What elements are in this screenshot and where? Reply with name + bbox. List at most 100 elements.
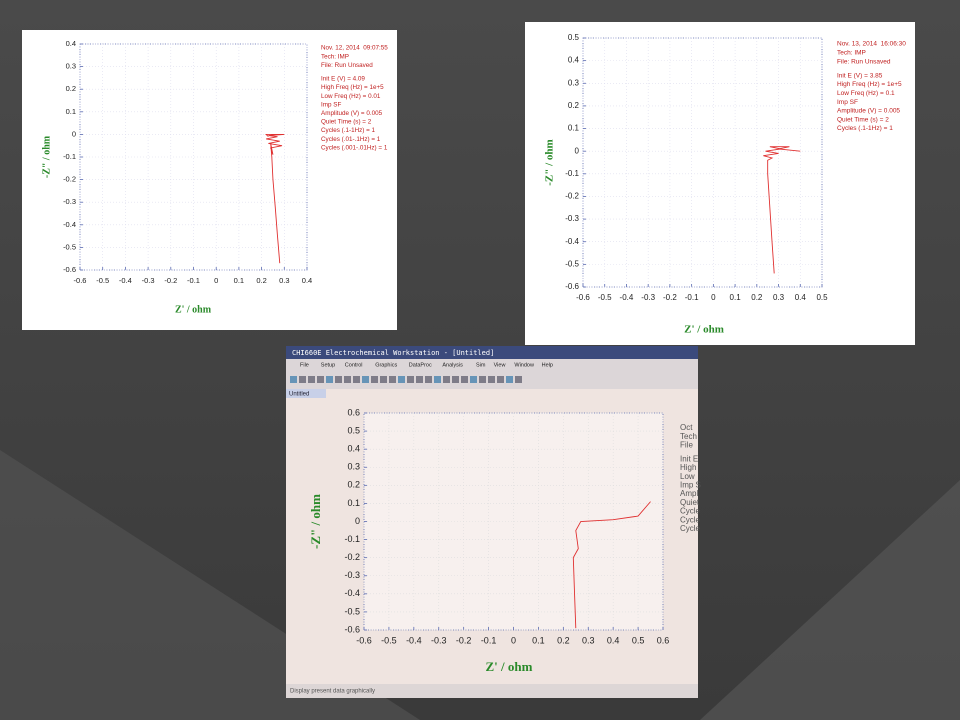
annotation: Quiet	[680, 498, 700, 507]
x-tick-label: 0.4	[607, 635, 620, 645]
y-tick-label: 0.3	[568, 78, 580, 87]
annotation: Ampl	[680, 489, 698, 498]
x-tick-label: 0.3	[582, 635, 595, 645]
tool-button[interactable]	[515, 376, 522, 383]
x-tick-label: -0.6	[576, 293, 590, 302]
tool-button[interactable]	[506, 376, 513, 383]
annotation: Imp S	[680, 481, 701, 490]
y-tick-label: -0.5	[344, 606, 360, 616]
menu-item[interactable]: Setup	[321, 362, 335, 368]
tool-button[interactable]	[335, 376, 342, 383]
y-axis-label: -Z" / ohm	[544, 139, 556, 185]
y-tick-label: -0.5	[565, 259, 579, 268]
x-axis-label: Z' / ohm	[486, 659, 533, 674]
y-tick-label: -0.4	[344, 588, 360, 598]
title-bar	[286, 346, 698, 359]
annotation: Imp SF	[837, 99, 858, 106]
menu-item[interactable]: Control	[345, 362, 363, 368]
menu-item[interactable]: Sim	[476, 362, 486, 368]
y-tick-label: 0.1	[347, 498, 360, 508]
x-tick-label: 0	[214, 276, 218, 285]
y-tick-label: 0.4	[66, 39, 76, 48]
tool-button[interactable]	[389, 376, 396, 383]
annotation: Cycles (.1-1Hz) = 1	[321, 127, 376, 134]
x-tick-label: -0.6	[74, 276, 87, 285]
x-axis-label: Z' / ohm	[684, 324, 724, 336]
y-axis-label: -Z" / ohm	[308, 494, 323, 549]
y-tick-label: -0.2	[344, 552, 360, 562]
tool-button[interactable]	[461, 376, 468, 383]
annotation: Tech: IMP	[837, 50, 866, 57]
tool-button[interactable]	[353, 376, 360, 383]
x-tick-label: 0.1	[730, 293, 742, 302]
tool-button[interactable]	[326, 376, 333, 383]
tool-button[interactable]	[479, 376, 486, 383]
tool-button[interactable]	[443, 376, 450, 383]
menu-item[interactable]: View	[494, 362, 506, 368]
tab[interactable]	[286, 389, 326, 398]
x-axis-label: Z' / ohm	[175, 304, 212, 315]
y-tick-label: -0.1	[63, 152, 76, 161]
x-tick-label: 0.4	[795, 293, 807, 302]
x-tick-label: -0.5	[381, 635, 397, 645]
x-tick-label: 0.2	[751, 293, 763, 302]
x-tick-label: 0	[511, 635, 516, 645]
x-tick-label: -0.1	[481, 635, 497, 645]
tool-button[interactable]	[290, 376, 297, 383]
tool-button[interactable]	[425, 376, 432, 383]
y-tick-label: -0.3	[344, 570, 360, 580]
y-tick-label: 0	[575, 146, 580, 155]
tool-button[interactable]	[380, 376, 387, 383]
tool-button[interactable]	[470, 376, 477, 383]
menu-item[interactable]: DataProc	[409, 362, 432, 368]
tool-button[interactable]	[344, 376, 351, 383]
tab-label[interactable]: Untitled	[289, 392, 309, 398]
decor	[700, 480, 960, 720]
annotation: Low Freq (Hz) = 0.01	[321, 93, 381, 100]
tool-button[interactable]	[398, 376, 405, 383]
x-tick-label: -0.3	[641, 293, 655, 302]
x-tick-label: -0.3	[142, 276, 155, 285]
tool-button[interactable]	[416, 376, 423, 383]
annotation: Cycle	[680, 524, 701, 533]
menu-item[interactable]: Window	[514, 362, 534, 368]
x-tick-label: -0.5	[598, 293, 612, 302]
x-tick-label: -0.5	[96, 276, 109, 285]
x-tick-label: 0.5	[816, 293, 828, 302]
menu-item[interactable]: File	[300, 362, 309, 368]
menu-item[interactable]: Help	[542, 362, 553, 368]
x-tick-label: -0.2	[456, 635, 472, 645]
x-tick-label: -0.3	[431, 635, 447, 645]
x-tick-label: -0.6	[356, 635, 372, 645]
x-tick-label: -0.4	[119, 276, 132, 285]
menu-item[interactable]: Graphics	[375, 362, 397, 368]
y-tick-label: -0.3	[565, 214, 579, 223]
y-tick-label: 0.4	[347, 444, 360, 454]
annotation: Init E (V) = 4.09	[321, 76, 365, 83]
tool-button[interactable]	[362, 376, 369, 383]
annotation: Amplitude (V) = 0.005	[837, 108, 900, 115]
y-tick-label: 0.2	[347, 480, 360, 490]
data-line	[572, 501, 651, 629]
window-title: CHI660E Electrochemical Workstation - [U…	[292, 349, 494, 357]
y-tick-label: -0.1	[565, 169, 579, 178]
tool-button[interactable]	[452, 376, 459, 383]
tool-button[interactable]	[317, 376, 324, 383]
tool-button[interactable]	[434, 376, 441, 383]
annotation: Cycle	[680, 515, 701, 524]
toolbar	[286, 359, 698, 389]
tool-button[interactable]	[299, 376, 306, 383]
menu-item[interactable]: Analysis	[442, 362, 463, 368]
tool-button[interactable]	[308, 376, 315, 383]
x-tick-label: -0.1	[685, 293, 699, 302]
tool-button[interactable]	[407, 376, 414, 383]
x-tick-label: 0.1	[234, 276, 244, 285]
tool-button[interactable]	[497, 376, 504, 383]
y-tick-label: -0.6	[565, 282, 579, 291]
y-tick-label: -0.6	[344, 624, 360, 634]
y-tick-label: -0.5	[63, 242, 76, 251]
annotation: Cycles (.1-1Hz) = 1	[837, 125, 893, 132]
tool-button[interactable]	[371, 376, 378, 383]
tool-button[interactable]	[488, 376, 495, 383]
annotation: Tech: IMP	[321, 53, 349, 60]
